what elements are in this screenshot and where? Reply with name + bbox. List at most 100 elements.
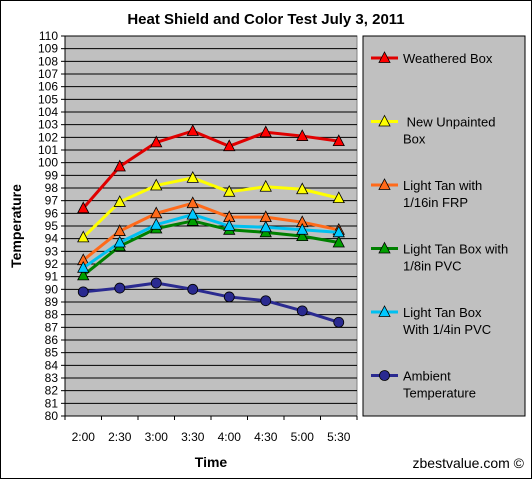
legend-label: Light Tan Box — [403, 305, 482, 320]
chart-title: Heat Shield and Color Test July 3, 2011 — [127, 11, 404, 28]
y-tick-label: 107 — [38, 67, 58, 81]
series-line — [82, 176, 340, 239]
legend-entry: Light Tan Box With 1/4in PVC — [371, 305, 491, 337]
y-tick-label: 109 — [38, 42, 58, 56]
data-point — [113, 235, 126, 248]
data-point — [77, 201, 90, 214]
legend-marker — [379, 370, 390, 381]
data-point — [150, 135, 163, 148]
data-point — [77, 260, 90, 273]
data-point — [296, 182, 309, 195]
y-tick-label: 81 — [45, 396, 59, 410]
data-point — [223, 219, 236, 231]
legend-label: 1/16in FRP — [403, 195, 468, 210]
data-point — [187, 283, 199, 295]
data-point — [259, 220, 272, 233]
data-point — [77, 268, 90, 281]
series-line — [83, 281, 340, 324]
legend-entry: Light Tan with 1/16in FRP — [371, 178, 482, 210]
legend-label: New Unpainted — [403, 115, 496, 130]
y-tick-label: 101 — [38, 143, 58, 157]
legend-label: With 1/4in PVC — [403, 322, 491, 337]
y-axis-title: Temperature — [8, 184, 24, 268]
y-tick-label: 96 — [45, 206, 59, 220]
legend-entry: Light Tan Box with 1/8in PVC — [371, 242, 508, 274]
data-point — [296, 305, 308, 317]
series-1 — [77, 124, 345, 214]
data-point — [150, 178, 163, 191]
y-tick-label: 108 — [38, 54, 58, 68]
data-point — [186, 171, 199, 183]
data-point — [333, 316, 345, 328]
data-point — [296, 129, 309, 141]
series-line — [82, 201, 340, 262]
y-tick-label: 110 — [39, 29, 58, 43]
series-6 — [77, 277, 345, 328]
legend-marker — [378, 114, 391, 127]
legend-label: Temperature — [403, 386, 476, 401]
data-point — [77, 230, 90, 243]
x-tick-label: 3:00 — [145, 430, 169, 444]
series-2 — [77, 171, 345, 243]
data-point — [186, 207, 199, 220]
y-tick-label: 102 — [38, 130, 58, 144]
legend-marker — [378, 51, 391, 63]
y-tick-label: 105 — [38, 92, 58, 106]
x-tick-label: 5:30 — [327, 430, 351, 444]
data-point — [77, 286, 89, 298]
data-point — [186, 196, 199, 209]
y-tick-label: 95 — [45, 219, 59, 233]
series-5 — [77, 207, 345, 273]
y-axis-ticks: 8081828384858687888990919293949596979899… — [38, 29, 65, 423]
data-point — [150, 206, 163, 219]
y-tick-label: 97 — [45, 194, 59, 208]
data-point — [223, 139, 236, 152]
y-tick-label: 83 — [45, 371, 59, 385]
legend-label: 1/8in PVC — [403, 259, 462, 274]
y-tick-label: 86 — [45, 333, 59, 347]
data-point — [223, 291, 235, 303]
data-point — [332, 134, 345, 147]
y-tick-label: 106 — [38, 80, 58, 94]
series-line — [82, 129, 339, 210]
data-point — [186, 214, 199, 226]
data-point — [113, 195, 126, 207]
y-tick-label: 94 — [45, 232, 59, 246]
data-point — [332, 235, 345, 248]
y-tick-label: 85 — [45, 346, 59, 360]
y-tick-label: 87 — [45, 320, 59, 334]
legend-entries: Weathered Box New Unpainted Box Light Tan … — [371, 51, 508, 401]
y-tick-label: 89 — [45, 295, 59, 309]
data-point — [113, 159, 126, 172]
data-point — [114, 282, 126, 294]
data-point — [150, 277, 162, 289]
legend-entry: New Unpainted Box — [371, 115, 496, 147]
data-point — [296, 222, 309, 235]
x-tick-label: 2:30 — [108, 430, 132, 444]
y-tick-label: 99 — [45, 168, 59, 182]
data-point — [296, 229, 309, 242]
watermark-text: zbestvalue.com © — [413, 455, 525, 471]
x-tick-label: 2:00 — [72, 430, 96, 444]
y-tick-label: 84 — [45, 358, 59, 372]
legend-label: Weathered Box — [403, 51, 493, 66]
data-point — [186, 124, 199, 136]
y-tick-label: 104 — [38, 105, 58, 119]
legend-entry: Weathered Box — [371, 51, 493, 66]
legend-marker — [378, 241, 391, 254]
legend-label: Light Tan Box with — [403, 242, 508, 257]
x-tick-label: 4:30 — [254, 430, 278, 444]
legend-marker — [378, 178, 391, 190]
series-line — [82, 219, 340, 277]
y-tick-label: 93 — [45, 244, 59, 258]
data-point — [150, 217, 163, 230]
x-axis-ticks: 2:00 2:30 3:00 3:30 4:00 4:30 5:00 5:30 — [64, 416, 358, 444]
legend-entry: Ambient Temperature — [371, 369, 476, 401]
data-point — [259, 125, 272, 138]
y-tick-label: 82 — [45, 384, 59, 398]
legend-label: Light Tan with — [403, 178, 482, 193]
y-tick-label: 90 — [45, 282, 59, 296]
series-layer — [77, 124, 345, 328]
y-tick-label: 91 — [45, 270, 59, 284]
